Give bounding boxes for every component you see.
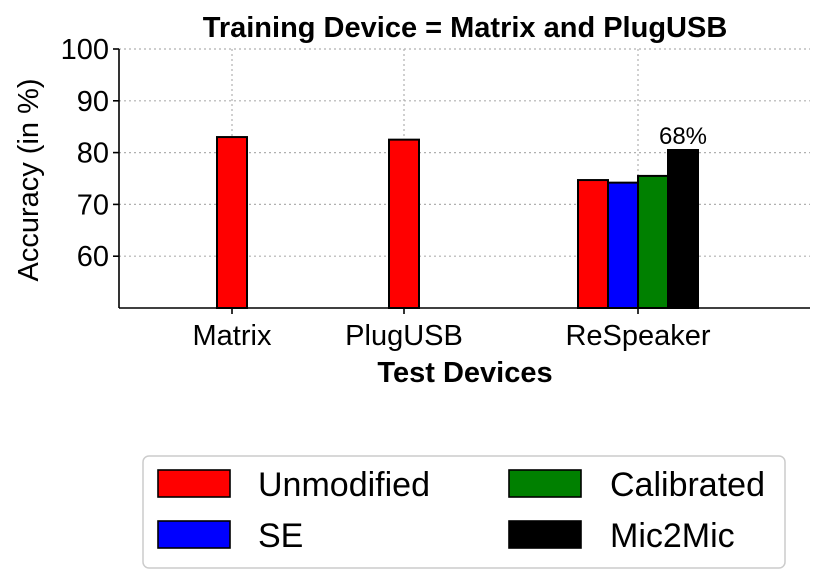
bar-matrix-unmodified [216,136,248,309]
legend-label-se: SE [258,517,303,555]
legend-frame [142,455,786,569]
y-axis-label: Accuracy (in %) [13,78,45,281]
x-axis-label: Test Devices [377,357,552,389]
x-tick-label: ReSpeaker [565,320,710,352]
bar-respeaker-mic2mic [667,149,699,309]
chart-title: Training Device = Matrix and PlugUSB [203,12,728,44]
bar-respeaker-unmodified [577,179,609,309]
y-tick-label: 80 [77,138,109,170]
bar-respeaker-se [607,181,639,309]
data-label: 68% [659,123,707,150]
y-tick-label: 90 [77,86,109,118]
y-tick-label: 70 [77,189,109,221]
legend-swatch-calibrated [508,469,582,498]
bar-plugusb-unmodified [388,138,420,309]
x-tick-label: PlugUSB [345,320,463,352]
y-tick-label: 100 [61,34,109,66]
legend-swatch-mic2mic [508,520,582,549]
legend-label-unmodified: Unmodified [258,466,430,504]
legend-swatch-unmodified [157,469,231,498]
legend-label-mic2mic: Mic2Mic [610,517,735,555]
legend-swatch-se [157,520,231,549]
x-tick-label: Matrix [193,320,272,352]
annotations: 68% [659,123,707,150]
tick-labels: 60 70 80 90 100 Matrix PlugUSB ReSpeaker [61,34,711,352]
y-tick-label: 60 [77,241,109,273]
bars [216,136,699,309]
legend-label-calibrated: Calibrated [610,466,765,504]
bar-respeaker-calibrated [637,174,669,309]
axes [118,49,810,309]
legend: Unmodified SE Calibrated Mic2Mic [142,455,786,569]
